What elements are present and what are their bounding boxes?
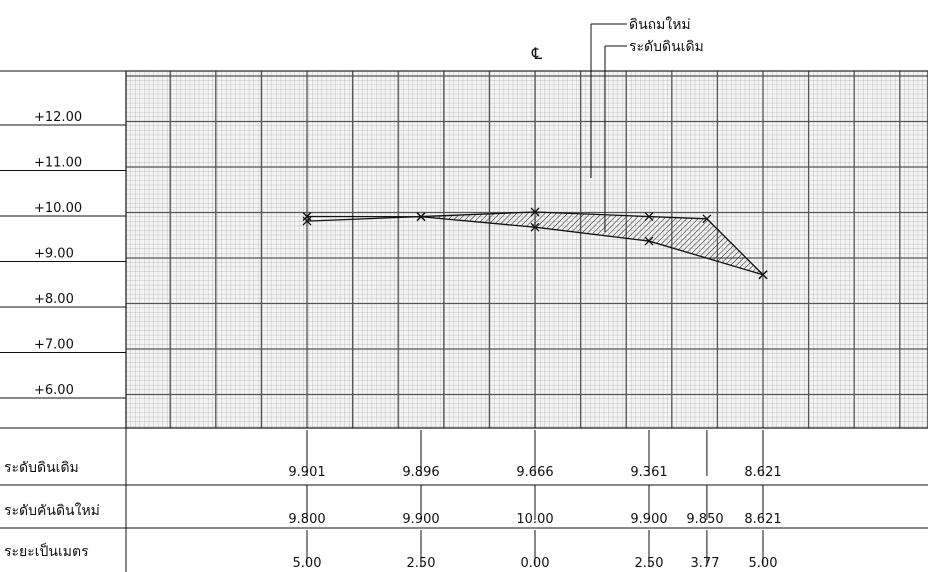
data-table: ระดับดินเดิม ระดับคันดินใหม่ ระยะเป็นเมต… [0, 427, 928, 572]
new-embankment-line-point [416, 212, 426, 222]
original-ground-line-point [530, 222, 540, 232]
distance-value: 2.50 [635, 556, 664, 571]
annotations: ℄ ดินถมใหม่ ระดับดินเดิม [531, 16, 704, 232]
elevation-label: +10.00 [34, 201, 82, 216]
new-embankment-value: 9.900 [402, 512, 439, 527]
new-embankment-line-point [302, 216, 312, 226]
distance-value: 3.77 [691, 556, 720, 571]
fill-hatch-area [421, 212, 763, 275]
original-ground-value: 9.896 [402, 465, 439, 480]
new-embankment-line-point [644, 212, 654, 222]
ground-label: ระดับดินเดิม [629, 39, 704, 55]
elevation-label: +11.00 [34, 156, 82, 171]
elevation-label: +6.00 [34, 383, 74, 398]
row-label-distance: ระยะเป็นเมตร [4, 542, 89, 560]
fill-label: ดินถมใหม่ [629, 16, 691, 33]
original-ground-value: 9.361 [630, 465, 667, 480]
distance-value: 5.00 [293, 556, 322, 571]
distance-value: 2.50 [407, 556, 436, 571]
new-embankment-value: 9.900 [630, 512, 667, 527]
elevation-label: +7.00 [34, 338, 74, 353]
distance-value: 0.00 [521, 556, 550, 571]
centerline-symbol: ℄ [531, 44, 543, 63]
new-embankment-value: 9.850 [686, 512, 723, 527]
original-ground-line-point [644, 236, 654, 246]
original-ground-value: 9.666 [516, 465, 553, 480]
new-embankment-value: 9.800 [288, 512, 325, 527]
new-embankment-value: 8.621 [744, 512, 781, 527]
new-embankment-line-point [530, 207, 540, 217]
new-embankment-value: 10.00 [516, 512, 553, 527]
profile-lines [302, 207, 768, 280]
new-embankment-line [306, 211, 764, 276]
elevation-label: +8.00 [34, 292, 74, 307]
new-embankment-line-point [758, 270, 768, 280]
elevation-label: +12.00 [34, 110, 82, 125]
elevation-label: +9.00 [34, 247, 74, 262]
original-ground-value: 8.621 [744, 465, 781, 480]
new-embankment-line-point [702, 214, 712, 224]
row-label-new-embankment: ระดับคันดินใหม่ [4, 502, 100, 519]
distance-value: 5.00 [749, 556, 778, 571]
original-ground-value: 9.901 [288, 465, 325, 480]
elevation-label-column: +12.00 +11.00 +10.00 +9.00 +8.00 +7.00 +6.00 [0, 70, 127, 428]
grid-area [125, 70, 928, 429]
row-label-original-ground: ระดับดินเดิม [4, 460, 79, 476]
